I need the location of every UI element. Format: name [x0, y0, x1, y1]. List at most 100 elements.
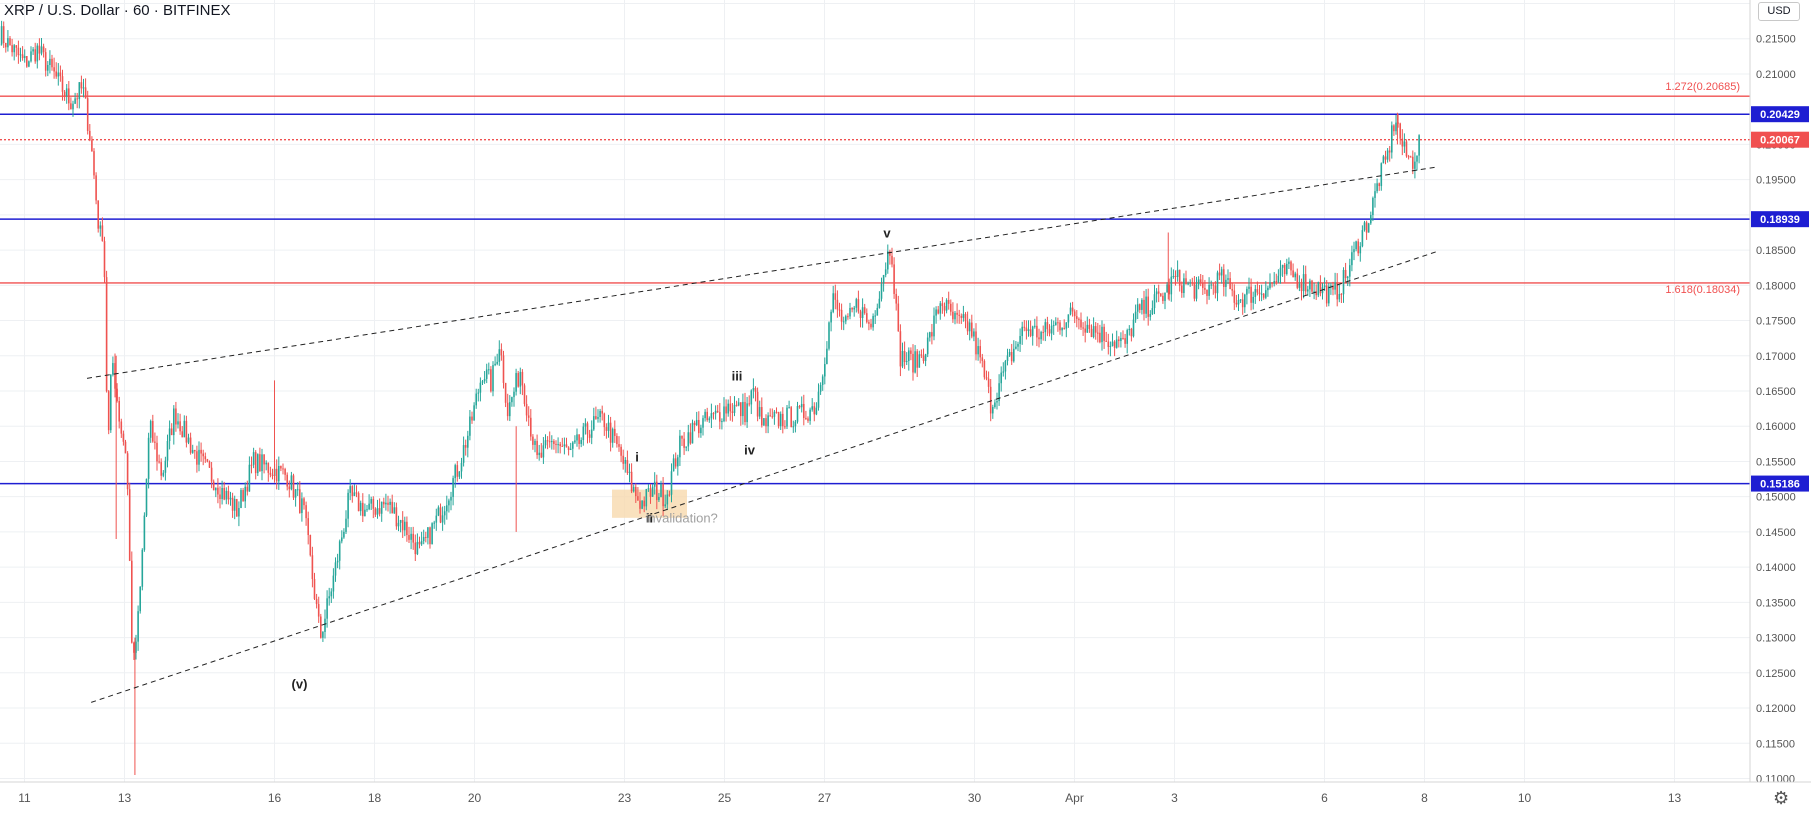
candle-body: [26, 56, 28, 67]
candle-body: [1147, 296, 1149, 317]
candle-body: [1246, 288, 1248, 295]
candle-body: [349, 486, 351, 493]
candle-body: [1300, 283, 1303, 292]
candle-body: [227, 490, 230, 500]
symbol-name[interactable]: XRP / U.S. Dollar: [4, 2, 120, 19]
candle-body: [1319, 282, 1322, 294]
candle-body: [91, 140, 93, 152]
candle-body: [945, 299, 948, 311]
candle-body: [1359, 246, 1362, 254]
candle-body: [1078, 318, 1080, 320]
candle-body: [908, 350, 910, 362]
price-tick-label: 0.11000: [1756, 773, 1795, 785]
candle-body: [897, 303, 900, 332]
candle-body: [563, 444, 566, 447]
candle-body: [357, 493, 360, 512]
gear-icon[interactable]: ⚙: [1773, 788, 1790, 808]
candle-body: [668, 494, 671, 496]
candle-body: [555, 443, 557, 445]
price-badge: [1751, 131, 1809, 148]
candle-body: [996, 401, 998, 403]
price-tick-label: 0.21000: [1756, 69, 1796, 81]
candle-body: [733, 404, 736, 413]
candle-body: [729, 403, 732, 412]
candle-body: [2, 26, 5, 43]
candle-body: [1378, 183, 1380, 187]
candle-body: [1048, 329, 1051, 334]
candle-body: [431, 523, 433, 545]
candle-body: [1044, 322, 1047, 333]
candle-body: [714, 410, 717, 414]
candle-body: [905, 361, 908, 363]
candle-body: [666, 494, 669, 505]
candle-body: [99, 225, 102, 229]
interval-label[interactable]: 60: [132, 2, 150, 19]
candle-body: [1229, 278, 1231, 290]
candle-body: [443, 511, 446, 516]
candle-body: [973, 331, 975, 337]
candle-body: [1380, 163, 1383, 187]
candle-body: [918, 354, 921, 368]
trendline: [86, 166, 1438, 379]
candle-body: [1055, 322, 1057, 326]
candle-body: [1111, 341, 1114, 346]
candle-body: [1292, 270, 1294, 278]
candle-body: [878, 298, 881, 308]
candle-body: [1063, 327, 1065, 329]
candle-body: [618, 444, 620, 447]
currency-button[interactable]: USD: [1758, 2, 1800, 21]
candle-body: [1134, 311, 1137, 320]
candle-body: [175, 408, 177, 425]
candle-body: [414, 542, 417, 555]
candle-body: [126, 453, 129, 490]
candle-body: [1267, 287, 1269, 291]
candle-body: [1126, 330, 1128, 344]
candle-body: [42, 46, 45, 53]
candle-body: [1031, 326, 1034, 336]
candle-body: [685, 446, 687, 448]
candle-body: [1365, 222, 1368, 233]
candle-body: [425, 536, 427, 538]
candle-body: [160, 462, 162, 476]
candle-body: [1069, 307, 1072, 315]
candle-body: [519, 371, 522, 387]
candle-body: [559, 444, 561, 446]
candle-body: [834, 293, 837, 300]
candle-body: [49, 58, 51, 65]
candle-body: [891, 255, 893, 265]
symbol-header[interactable]: XRP / U.S. Dollar · 60 · BITFINEX: [4, 2, 230, 19]
candle-body: [731, 411, 734, 413]
candle-body: [204, 456, 207, 460]
candle-body: [19, 54, 22, 56]
candle-body: [1376, 183, 1378, 192]
candle-body: [582, 426, 585, 440]
candle-body: [672, 458, 675, 472]
candle-body: [244, 486, 246, 502]
candle-body: [1160, 293, 1162, 296]
candle-body: [391, 501, 393, 514]
candle-body: [1403, 141, 1406, 147]
candle-body: [168, 428, 171, 441]
price-tick-label: 0.17500: [1756, 316, 1796, 328]
candle-body: [779, 413, 782, 427]
candle-body: [824, 364, 826, 377]
candle-body: [952, 311, 954, 320]
candle-body: [1279, 267, 1282, 276]
candle-body: [807, 418, 809, 421]
candle-body: [805, 417, 807, 419]
candle-body: [1050, 325, 1053, 334]
candle-body: [1174, 276, 1177, 278]
candle-body: [135, 641, 137, 653]
candle-body: [849, 307, 851, 317]
candle-body: [1107, 341, 1110, 347]
candle-body: [11, 45, 13, 53]
candle-body: [569, 448, 572, 450]
candle-body: [656, 481, 658, 501]
candle-body: [368, 503, 370, 510]
candle-body: [1210, 284, 1212, 286]
candle-body: [1136, 304, 1139, 312]
candle-body: [971, 322, 973, 337]
candle-body: [290, 475, 293, 490]
candle-body: [882, 275, 885, 284]
